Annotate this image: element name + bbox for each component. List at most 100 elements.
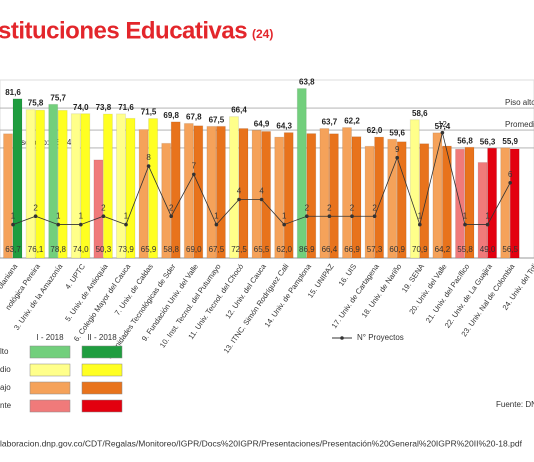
value-label: 56,3 <box>480 137 496 146</box>
base-label: 62,0 <box>276 245 292 254</box>
bar <box>161 142 172 259</box>
point-label: 8 <box>146 153 151 162</box>
legend-label: ajo <box>0 383 11 392</box>
bar <box>500 147 511 259</box>
reference-label: Promedio: 6 <box>505 120 534 129</box>
value-label: 69,8 <box>163 111 179 120</box>
bar <box>296 88 307 259</box>
reference-label: Piso alto: 7 <box>505 98 534 107</box>
bar <box>274 136 285 259</box>
legend-header: I - 2018 <box>36 333 64 342</box>
bar <box>328 133 339 259</box>
line-point <box>395 155 400 160</box>
base-label: 65,5 <box>254 245 270 254</box>
value-label: 62,0 <box>367 126 383 135</box>
line-point <box>327 214 332 219</box>
x-tick-label: 12. Univ. del Cauca <box>223 261 268 320</box>
legend-swatch <box>81 381 123 395</box>
point-label: 1 <box>11 212 16 221</box>
value-label: 64,3 <box>276 122 292 131</box>
line-point <box>124 222 128 227</box>
value-label: 66,4 <box>231 106 247 115</box>
line-point <box>463 222 467 227</box>
point-label: 6 <box>508 170 513 179</box>
legend-label: lto <box>0 347 9 356</box>
legend-swatch <box>29 399 71 413</box>
point-label: 2 <box>169 203 174 212</box>
legend-swatch <box>81 363 123 377</box>
bar <box>57 109 68 259</box>
point-label: 1 <box>485 212 490 221</box>
base-label: 67,5 <box>209 245 225 254</box>
legend-header: II - 2018 <box>87 333 117 342</box>
base-label: 65,9 <box>141 245 157 254</box>
bar <box>93 159 104 259</box>
base-label: 58,8 <box>163 245 179 254</box>
line-point <box>508 180 512 185</box>
line-point <box>485 222 490 227</box>
bar <box>477 161 488 259</box>
point-label: 2 <box>350 203 355 212</box>
bar <box>125 117 136 259</box>
bar <box>419 143 430 259</box>
bar <box>261 130 272 259</box>
line-point <box>11 222 15 227</box>
bar <box>487 147 498 259</box>
value-label: 75,7 <box>50 93 66 102</box>
legend-label: N° Proyectos <box>357 333 404 342</box>
base-label: 70,9 <box>412 245 428 254</box>
bar <box>229 116 239 259</box>
bar <box>441 145 452 259</box>
x-tick-label: 16. UIS <box>337 262 359 288</box>
bar <box>116 113 126 259</box>
value-label: 81,6 <box>5 88 21 97</box>
value-label: 59,6 <box>389 128 405 137</box>
value-label: 64,9 <box>254 119 270 128</box>
base-label: 66,9 <box>344 245 360 254</box>
point-label: 1 <box>282 212 287 221</box>
line-point <box>101 214 106 219</box>
x-tick-label: 4. UPTC <box>63 262 87 291</box>
bar <box>387 138 398 259</box>
value-label: 63,7 <box>322 118 338 127</box>
chart-subtitle: (24) <box>252 27 273 41</box>
bar <box>70 113 81 259</box>
bar <box>342 127 352 259</box>
bar <box>464 146 475 259</box>
bar <box>351 136 362 259</box>
line-point <box>79 222 83 227</box>
bar <box>183 122 194 259</box>
base-label: 50,3 <box>96 245 112 254</box>
bar <box>138 128 149 259</box>
point-label: 2 <box>327 203 332 212</box>
point-label: 2 <box>101 203 106 212</box>
legend-swatch <box>29 345 71 359</box>
bar <box>3 133 13 259</box>
legend-swatch <box>81 345 123 359</box>
base-label: 76,1 <box>28 245 44 254</box>
value-label: 74,0 <box>73 103 89 112</box>
point-label: 1 <box>463 212 468 221</box>
bar <box>251 129 262 259</box>
value-label: 67,5 <box>209 115 225 124</box>
value-label: 55,9 <box>502 137 518 146</box>
point-label: 1 <box>214 212 219 221</box>
point-label: 7 <box>192 162 197 171</box>
base-label: 63,7 <box>5 245 21 254</box>
line-point <box>259 197 264 202</box>
base-label: 64,2 <box>435 245 451 254</box>
base-label: 78,8 <box>50 245 66 254</box>
source: Fuente: DNP- <box>496 400 534 409</box>
bar <box>283 132 294 259</box>
bar <box>238 128 249 259</box>
point-label: 1 <box>56 212 61 221</box>
base-label: 74,0 <box>73 245 89 254</box>
value-label: 57,4 <box>435 122 451 131</box>
point-label: 4 <box>237 187 242 196</box>
value-label: 71,6 <box>118 103 134 112</box>
bar <box>48 103 59 259</box>
bar <box>148 118 159 259</box>
value-label: 67,8 <box>186 113 202 122</box>
legend-label: dio <box>0 365 11 374</box>
